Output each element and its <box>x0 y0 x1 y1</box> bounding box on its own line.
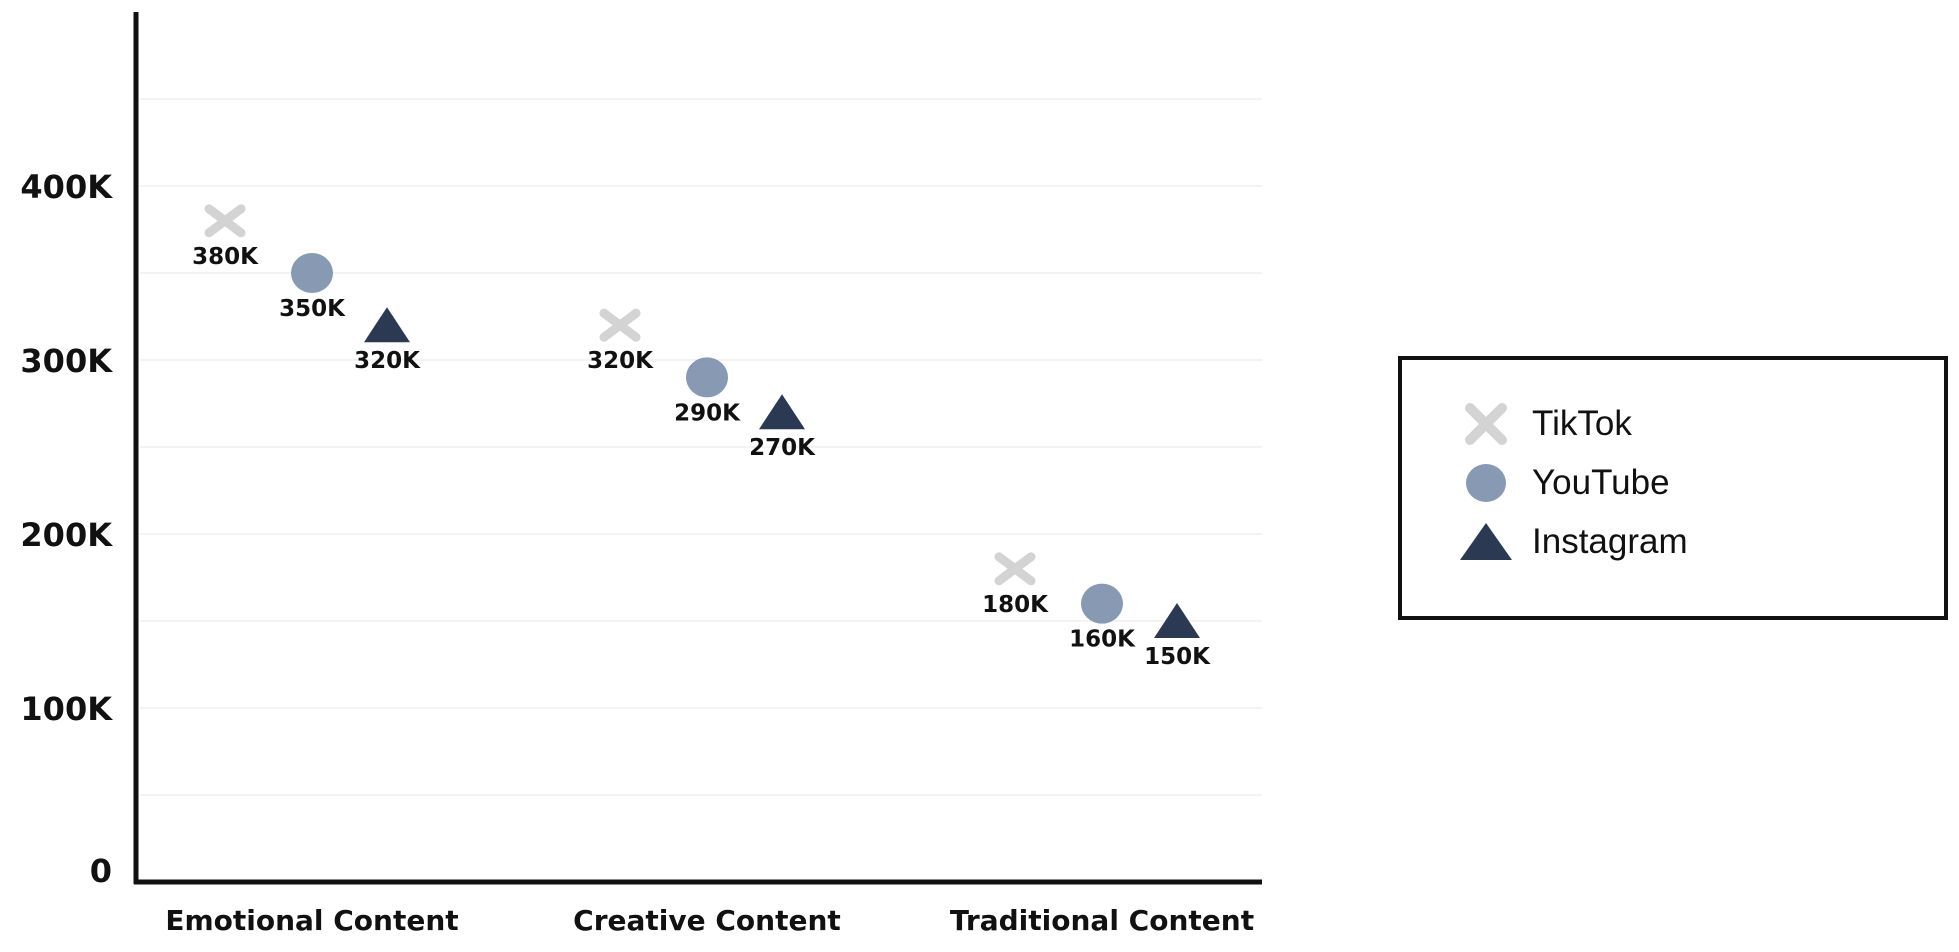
x-tick-label: Creative Content <box>573 904 841 937</box>
legend-item-tiktok: TikTok <box>1458 400 1632 448</box>
y-tick-label: 100K <box>20 690 113 728</box>
data-label: 350K <box>279 296 346 322</box>
legend-label-instagram: Instagram <box>1532 522 1688 561</box>
instagram-marker <box>759 394 805 430</box>
data-label: 150K <box>1144 644 1211 670</box>
data-label: 160K <box>1069 627 1136 653</box>
instagram-marker <box>1154 603 1200 638</box>
youtube-marker <box>686 357 728 398</box>
y-tick-label: 0 <box>90 852 112 890</box>
x-axis-ticks: Emotional Content Creative Content Traditi… <box>165 904 1254 937</box>
legend-item-instagram: Instagram <box>1458 518 1688 566</box>
tiktok-marker <box>599 308 641 342</box>
data-label: 290K <box>674 400 741 426</box>
data-markers <box>204 204 1200 638</box>
data-label: 270K <box>749 435 816 461</box>
legend-item-youtube: YouTube <box>1458 459 1670 507</box>
cross-icon <box>1465 403 1507 445</box>
legend: TikTok YouTube Instagram <box>1398 356 1948 620</box>
y-tick-label: 300K <box>20 342 113 380</box>
data-labels: 380K 320K 180K 350K 290K 160K 320K 270K 150K <box>192 244 1211 670</box>
legend-label-tiktok: TikTok <box>1532 404 1632 443</box>
x-tick-label: Emotional Content <box>165 904 458 937</box>
data-label: 320K <box>587 348 654 374</box>
tiktok-marker <box>204 204 246 238</box>
y-tick-label: 200K <box>20 516 113 554</box>
instagram-marker <box>364 307 410 343</box>
x-tick-label: Traditional Content <box>950 904 1254 937</box>
triangle-icon <box>1460 523 1512 560</box>
tiktok-marker <box>994 552 1036 586</box>
legend-label-youtube: YouTube <box>1532 463 1670 502</box>
y-tick-label: 400K <box>20 168 113 206</box>
data-label: 320K <box>354 348 421 374</box>
data-label: 380K <box>192 244 259 270</box>
youtube-marker <box>291 253 333 293</box>
data-label: 180K <box>982 592 1049 618</box>
youtube-marker <box>1081 583 1123 624</box>
gridlines <box>140 98 1262 796</box>
circle-icon <box>1466 464 1506 502</box>
y-axis-ticks: 0 100K 200K 300K 400K <box>20 168 113 890</box>
